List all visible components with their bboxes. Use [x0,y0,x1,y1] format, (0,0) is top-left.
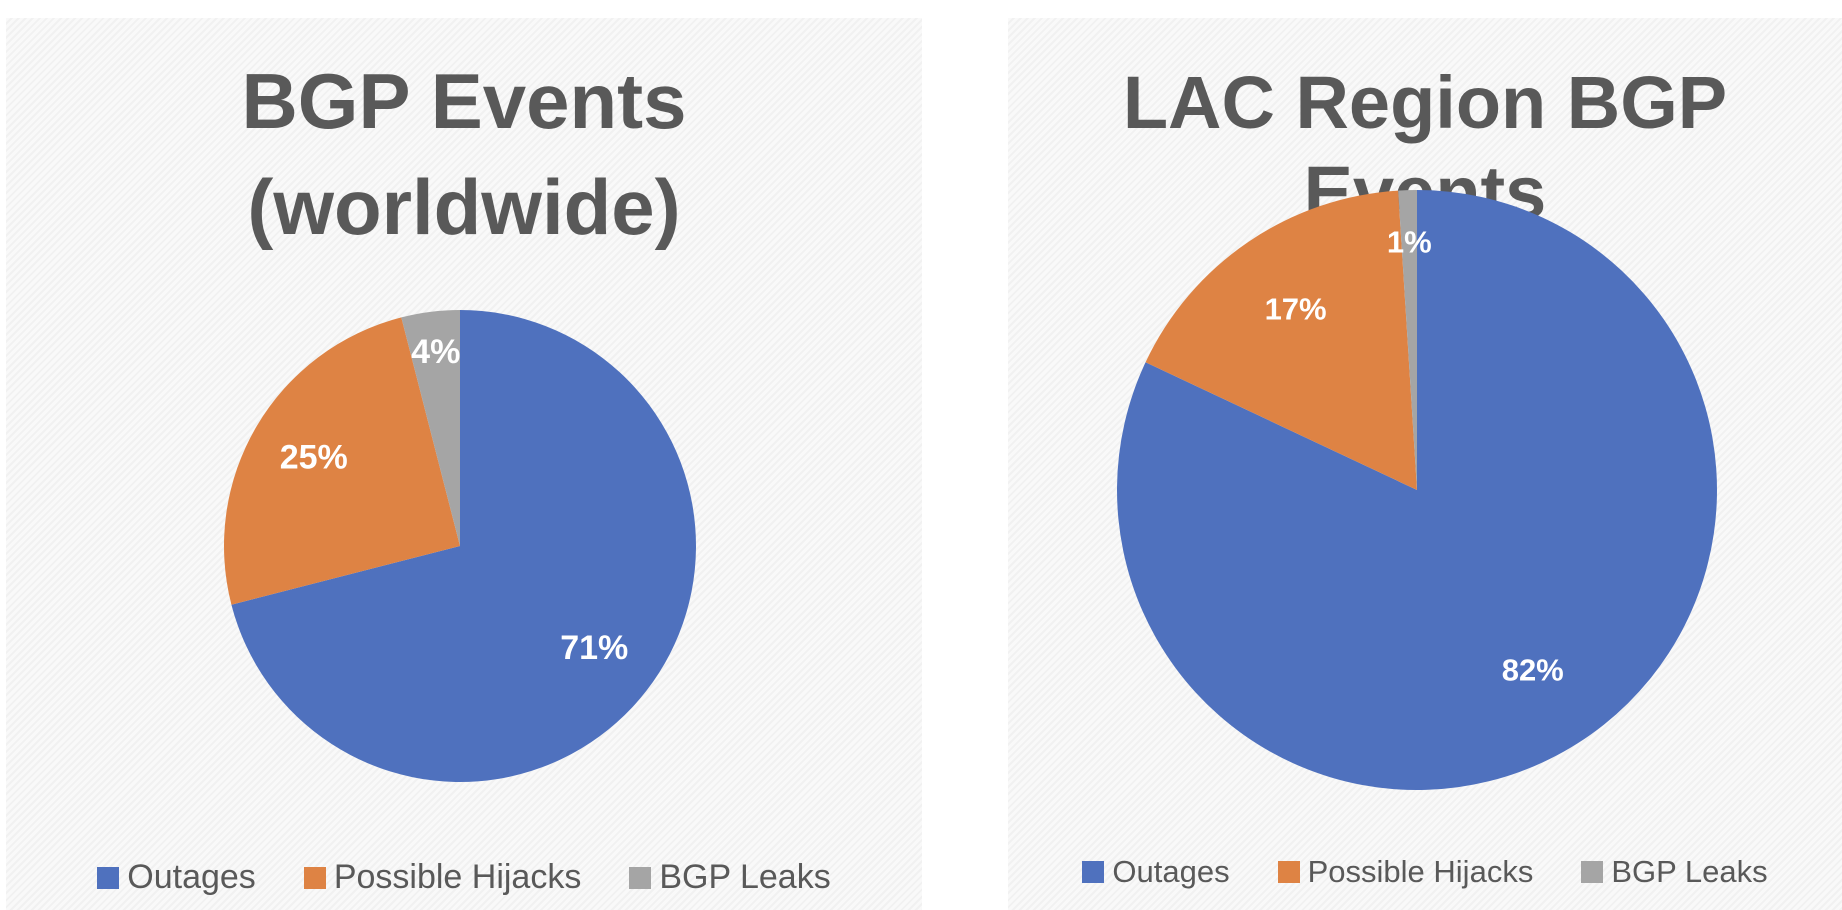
data-label: 17% [1265,292,1327,327]
pie-slice [231,310,697,782]
legend-swatch [1277,861,1300,883]
data-label: 1% [1387,224,1432,259]
legend: Outages Possible Hijacks BGP Leaks [1008,854,1842,890]
chart-panel: LAC Region BGP Events82%17%1%OutagesPoss… [1008,18,1842,910]
legend-item: BGP Leaks [629,858,831,897]
legend-label: Possible Hijacks [333,858,582,896]
data-label: 4% [411,333,460,371]
pie-chart: 82% 17% 1% [1117,190,1717,791]
legend-label: Outages [127,858,256,896]
pie-slice [1117,190,1717,791]
legend-label: Outages [1112,854,1230,889]
legend-item: Outages [97,858,256,897]
data-label: 82% [1502,653,1564,688]
legend-label: BGP Leaks [1611,854,1768,889]
legend-swatch [1082,861,1105,883]
legend-swatch [97,866,120,889]
legend-item: Outages [1082,854,1230,890]
legend-item: BGP Leaks [1581,854,1768,890]
chart-panel: BGP Events (worldwide) 71% 25% 4% Outages Pos… [6,18,922,910]
legend-swatch [629,866,652,889]
legend: Outages Possible Hijacks BGP Leaks [6,858,922,897]
legend-label: Possible Hijacks [1307,854,1534,889]
legend-item: Possible Hijacks [1277,854,1534,890]
data-label: 71% [560,629,628,667]
legend-swatch [303,866,326,889]
pie-slice [1145,190,1417,490]
pie-slice [1398,190,1417,490]
legend-label: BGP Leaks [659,858,831,896]
legend-item: Possible Hijacks [303,858,582,897]
legend-swatch [1581,861,1604,883]
chart-title: BGP Events (worldwide) [241,57,687,251]
pie-chart: 71% 25% 4% [223,310,697,782]
pie-slice [223,317,460,605]
pie-slice [401,310,460,546]
data-label: 25% [280,438,348,476]
